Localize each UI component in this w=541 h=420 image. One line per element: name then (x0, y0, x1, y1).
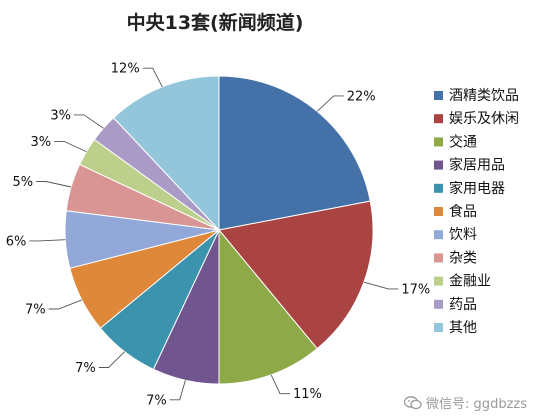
data-label-11: 12% (111, 62, 140, 77)
legend-label-5: 家用电器 (449, 180, 505, 197)
legend-swatch-8 (434, 253, 443, 263)
data-label-9: 3% (30, 135, 51, 150)
data-label-8: 5% (12, 175, 33, 190)
legend-swatch-6 (434, 207, 443, 216)
leader-line-4 (169, 380, 186, 401)
legend-swatch-9 (434, 276, 443, 286)
legend-label-7: 饮料 (449, 227, 477, 243)
leader-line-6 (48, 299, 82, 310)
data-label-10: 3% (50, 108, 71, 123)
legend-label-1: 酒精类饮品 (449, 88, 519, 104)
leader-line-8 (36, 181, 72, 188)
leader-line-1 (316, 95, 344, 112)
legend-label-6: 食品 (449, 203, 477, 220)
data-label-5: 7% (75, 361, 96, 376)
legend-swatch-3 (434, 137, 443, 147)
legend-label-4: 家居用品 (449, 157, 505, 174)
pie-slice-2 (218, 200, 374, 350)
leader-line-7 (29, 239, 66, 242)
data-label-4: 7% (146, 393, 167, 408)
legend-swatch-5 (434, 183, 443, 193)
leader-line-2 (363, 281, 399, 290)
leader-line-9 (54, 140, 87, 153)
leader-line-5 (98, 351, 125, 368)
legend-label-3: 交通 (449, 133, 477, 150)
leader-line-11 (142, 67, 163, 88)
legend-label-2: 娱乐及休闲 (449, 111, 519, 127)
data-label-1: 22% (347, 89, 376, 104)
data-label-6: 7% (25, 303, 46, 318)
leader-line-10 (74, 114, 104, 129)
legend-swatch-10 (434, 299, 443, 309)
watermark: 微信号: ggdbzzs (403, 393, 527, 412)
leader-line-3 (270, 374, 290, 395)
legend-label-9: 金融业 (449, 274, 491, 290)
data-label-7: 6% (6, 234, 27, 249)
legend-swatch-2 (434, 114, 443, 124)
pie-slice-11 (112, 75, 220, 232)
legend-label-8: 杂类 (449, 250, 477, 266)
data-label-3: 11% (293, 387, 322, 402)
legend-label-10: 药品 (449, 297, 477, 313)
legend-swatch-7 (434, 230, 443, 240)
legend-swatch-4 (434, 160, 443, 170)
wechat-icon (403, 395, 422, 410)
watermark-text: 微信号: ggdbzzs (426, 397, 527, 412)
legend-swatch-1 (434, 91, 443, 100)
legend-label-11: 其他 (449, 320, 477, 336)
pie-slice-1 (218, 75, 371, 231)
chart-title: 中央13套(新闻频道) (126, 12, 304, 34)
pie-slice-3 (218, 228, 318, 385)
legend-swatch-11 (434, 323, 443, 332)
data-label-2: 17% (401, 282, 430, 297)
